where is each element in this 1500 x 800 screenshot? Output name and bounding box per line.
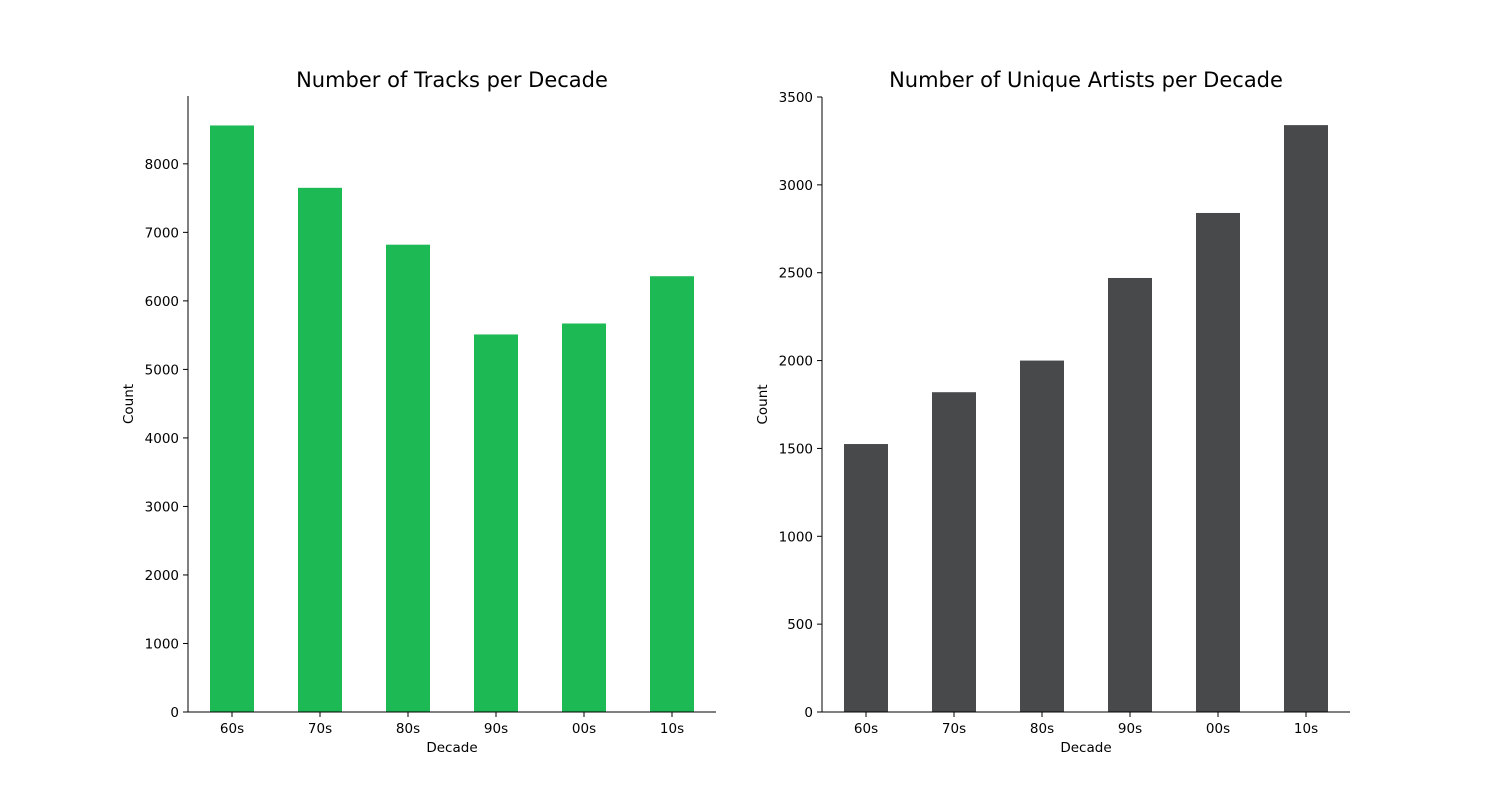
y-tick-label: 0	[804, 705, 813, 721]
bar-60s	[844, 444, 888, 712]
x-tick-label: 70s	[942, 721, 966, 737]
x-tick-label: 60s	[854, 721, 878, 737]
bars	[844, 125, 1328, 713]
y-ticks: 0 1000 2000 3000 4000 5000 6000 7000 8000	[145, 157, 188, 721]
y-tick-label: 500	[787, 617, 813, 633]
x-tick-label: 00s	[1206, 721, 1230, 737]
bar-10s	[650, 276, 694, 712]
bar-60s	[210, 125, 254, 712]
x-tick-label: 90s	[1118, 721, 1142, 737]
artists-per-decade-chart: Number of Unique Artists per Decade Deca…	[755, 68, 1350, 756]
y-axis-label: Count	[755, 384, 771, 424]
y-tick-label: 7000	[145, 225, 179, 241]
y-tick-label: 3000	[779, 178, 813, 194]
chart-title: Number of Tracks per Decade	[296, 68, 608, 92]
x-axis-label: Decade	[426, 740, 477, 756]
y-tick-label: 1000	[145, 636, 179, 652]
y-tick-label: 6000	[145, 294, 179, 310]
x-ticks: 60s 70s 80s 90s 00s 10s	[220, 712, 684, 737]
x-tick-label: 90s	[484, 721, 508, 737]
bar-00s	[562, 323, 606, 712]
y-tick-label: 8000	[145, 157, 179, 173]
bar-70s	[932, 392, 976, 712]
x-axis-label: Decade	[1060, 740, 1111, 756]
y-tick-label: 1500	[779, 441, 813, 457]
x-tick-label: 80s	[396, 721, 420, 737]
bar-80s	[1020, 360, 1064, 712]
x-ticks: 60s 70s 80s 90s 00s 10s	[854, 712, 1318, 737]
chart-title: Number of Unique Artists per Decade	[889, 68, 1283, 92]
bars	[210, 125, 694, 713]
x-tick-label: 60s	[220, 721, 244, 737]
y-axis-label: Count	[121, 384, 137, 424]
x-tick-label: 10s	[1294, 721, 1318, 737]
y-tick-label: 4000	[145, 431, 179, 447]
y-tick-label: 0	[170, 705, 179, 721]
bar-90s	[1108, 277, 1152, 712]
y-tick-label: 5000	[145, 362, 179, 378]
y-tick-label: 2500	[779, 266, 813, 282]
y-tick-label: 3000	[145, 499, 179, 515]
y-tick-label: 2000	[145, 568, 179, 584]
y-ticks: 0 500 1000 1500 2000 2500 3000 3500	[779, 90, 822, 721]
bar-70s	[298, 187, 342, 713]
y-tick-label: 1000	[779, 529, 813, 545]
x-tick-label: 00s	[572, 721, 596, 737]
tracks-per-decade-chart: Number of Tracks per Decade Decade Count…	[121, 68, 716, 756]
bar-00s	[1196, 212, 1240, 712]
x-tick-label: 10s	[660, 721, 684, 737]
x-tick-label: 70s	[308, 721, 332, 737]
y-tick-label: 2000	[779, 354, 813, 370]
bar-90s	[474, 334, 518, 712]
x-tick-label: 80s	[1030, 721, 1054, 737]
y-tick-label: 3500	[779, 90, 813, 106]
bar-10s	[1284, 125, 1328, 713]
bar-80s	[386, 244, 430, 713]
